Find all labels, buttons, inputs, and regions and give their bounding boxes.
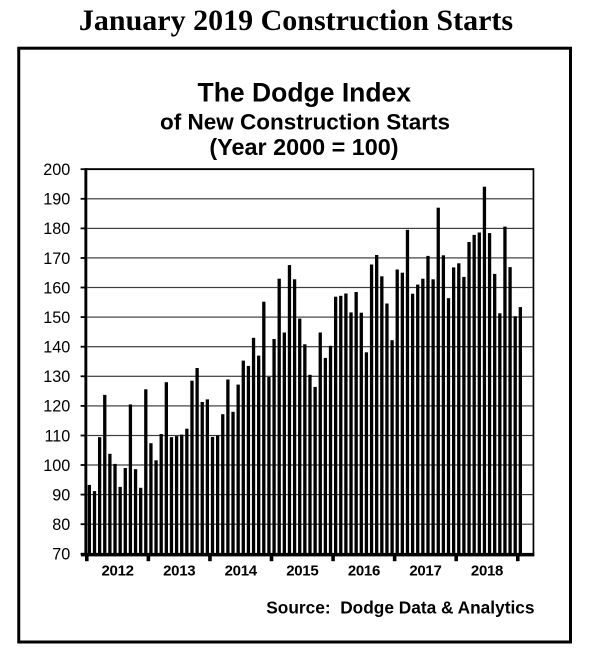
svg-text:70: 70 [52,546,70,564]
svg-text:2018: 2018 [471,562,503,579]
svg-text:2016: 2016 [348,562,380,579]
svg-text:200: 200 [43,161,70,179]
svg-text:190: 190 [43,191,70,209]
svg-text:2015: 2015 [286,562,318,579]
svg-text:Source: Dodge Data & Analytic: Source: Dodge Data & Analytics [266,598,534,618]
svg-text:January 2019 Construction Star: January 2019 Construction Starts [79,4,513,37]
svg-text:140: 140 [43,339,70,357]
svg-text:100: 100 [43,457,70,475]
svg-text:The Dodge Index: The Dodge Index [198,78,412,108]
svg-text:2012: 2012 [102,562,134,579]
svg-text:80: 80 [52,516,70,534]
svg-text:110: 110 [44,427,70,445]
svg-text:90: 90 [52,486,70,504]
svg-text:120: 120 [43,398,70,416]
svg-text:150: 150 [43,309,70,327]
svg-text:130: 130 [43,368,70,386]
svg-text:170: 170 [43,250,70,268]
svg-text:2013: 2013 [163,562,195,579]
svg-text:(Year 2000 = 100): (Year 2000 = 100) [209,134,398,160]
svg-text:160: 160 [43,279,70,297]
svg-text:2014: 2014 [225,562,258,579]
svg-text:2017: 2017 [409,562,441,579]
svg-text:180: 180 [43,220,70,238]
svg-text:of New Construction Starts: of New Construction Starts [160,109,450,134]
